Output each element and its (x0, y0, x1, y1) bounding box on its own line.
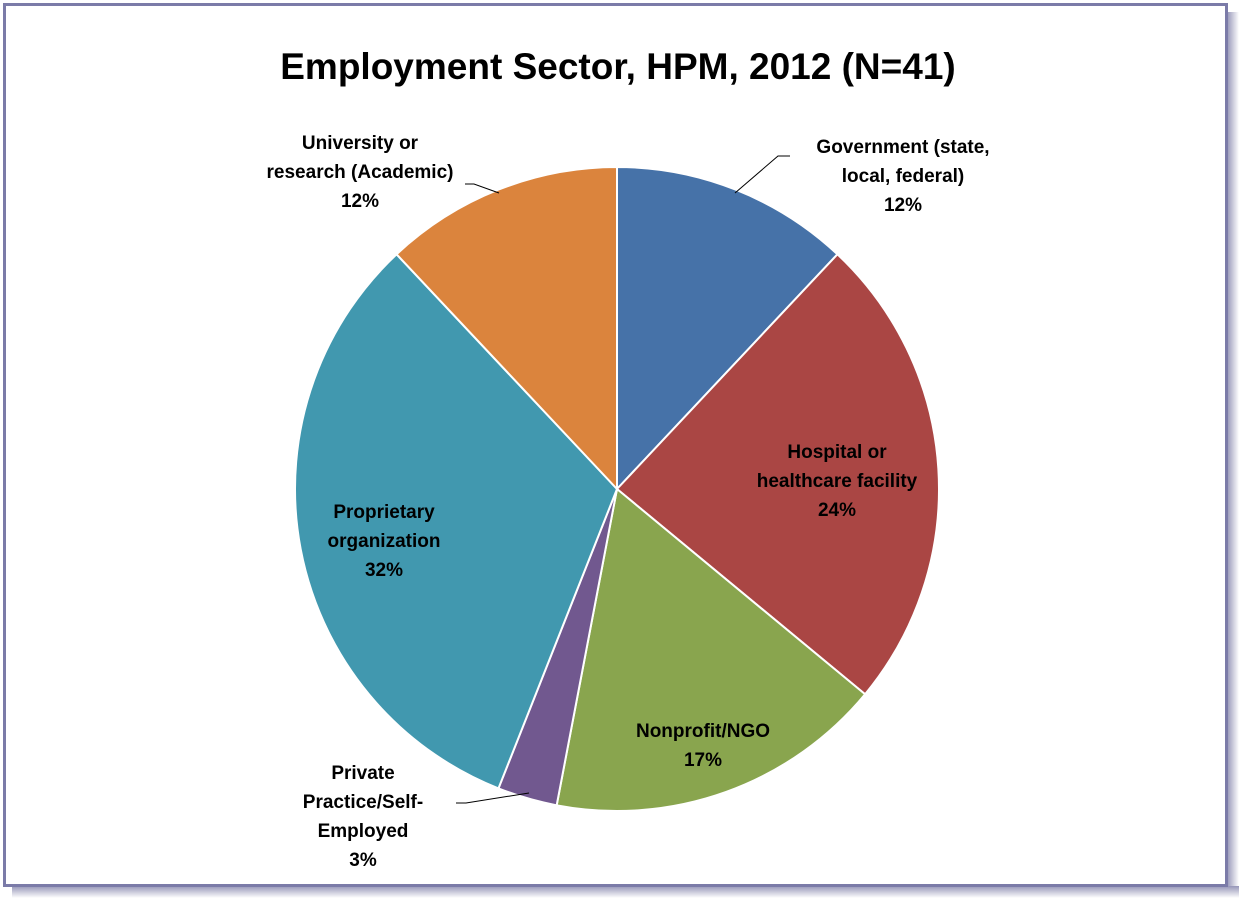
slice-label-0: Government (state, local, federal) 12% (816, 137, 989, 216)
leader-lines (456, 155, 790, 804)
leader-line-0 (734, 155, 790, 194)
slice-label-5: University or research (Academic) 12% (267, 133, 454, 212)
pie-slice-5 (395, 165, 618, 492)
leader-line-3 (456, 792, 530, 804)
slice-label-line: Government (state, (816, 137, 989, 158)
slice-label-3: Private Practice/Self- Employed 3% (303, 763, 423, 871)
slice-label-line: research (Academic) (267, 162, 454, 183)
slice-label-line: 12% (884, 195, 922, 216)
pie-slice-2 (555, 487, 867, 812)
slice-label-line: Nonprofit/NGO (636, 721, 770, 742)
slice-label-line: 17% (684, 750, 722, 771)
frame-shadow-right (1227, 12, 1239, 886)
slice-label-2: Nonprofit/NGO 17% (636, 721, 770, 771)
chart-title: Employment Sector, HPM, 2012 (N=41) (280, 46, 956, 87)
frame-shadow-bottom (12, 886, 1239, 898)
slice-label-line: Proprietary (333, 502, 435, 523)
slice-label-line: Employed (318, 821, 409, 842)
slice-label-line: 12% (341, 191, 379, 212)
slice-labels: Government (state, local, federal) 12% Hosp… (267, 133, 990, 871)
slice-label-line: 32% (365, 560, 403, 581)
slice-label-1: Hospital or healthcare facility 24% (757, 442, 918, 521)
slice-label-line: organization (328, 531, 441, 552)
slice-label-line: healthcare facility (757, 471, 918, 492)
slice-label-line: local, federal) (842, 166, 965, 187)
slice-label-line: University or (302, 133, 419, 154)
pie-slice-0 (616, 165, 839, 492)
pie-slices (294, 165, 940, 812)
slice-label-4: Proprietary organization 32% (328, 502, 441, 581)
pie-slice-1 (615, 252, 940, 696)
leader-line-5 (465, 183, 500, 194)
slice-label-line: 3% (349, 850, 377, 871)
slice-label-line: Private (331, 763, 394, 784)
pie-slice-4 (294, 252, 619, 790)
slice-label-line: 24% (818, 500, 856, 521)
slice-label-line: Hospital or (787, 442, 887, 463)
slice-label-line: Practice/Self- (303, 792, 423, 813)
